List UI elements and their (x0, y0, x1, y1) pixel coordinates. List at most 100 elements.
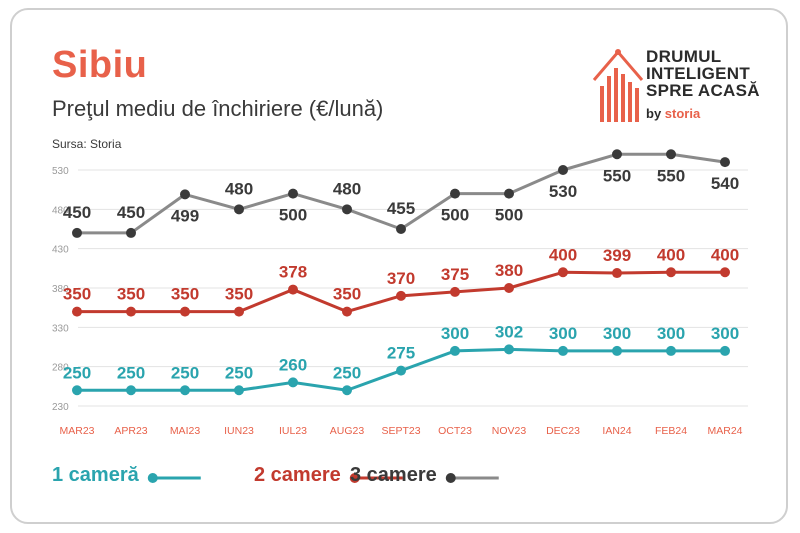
logo-line-3: SPRE ACASĂ (646, 81, 760, 100)
data-point (666, 345, 676, 356)
logo-by: by storia (646, 106, 700, 121)
data-point (666, 267, 676, 278)
data-point (612, 345, 622, 356)
y-tick-label: 480 (52, 205, 69, 216)
data-point (450, 188, 460, 199)
data-point (504, 188, 514, 199)
data-point (504, 283, 514, 293)
data-point (288, 377, 298, 388)
logo-line-2: INTELIGENT (646, 64, 751, 83)
data-point (288, 284, 298, 295)
x-tick-label: SEPT23 (381, 425, 420, 437)
data-label: 350 (63, 285, 91, 304)
data-label: 300 (603, 324, 631, 343)
data-point (72, 306, 82, 317)
data-point (342, 385, 352, 396)
data-point (558, 267, 568, 278)
x-tick-label: APR23 (114, 425, 147, 437)
logo-text: DRUMUL INTELIGENT SPRE ACASĂ (646, 48, 760, 99)
logo-by-word: by (646, 106, 662, 121)
data-point (450, 286, 460, 297)
chart-card (10, 8, 788, 524)
data-label: 375 (441, 265, 469, 284)
data-label: 530 (549, 182, 577, 201)
data-point (126, 227, 136, 238)
data-label: 400 (711, 245, 739, 264)
legend-label-3: 3 camere (350, 464, 437, 486)
data-point (126, 306, 136, 317)
chart-title: Sibiu (52, 44, 148, 86)
data-label: 350 (117, 285, 145, 304)
data-label: 300 (657, 324, 685, 343)
data-point (180, 189, 190, 200)
data-label: 500 (279, 206, 307, 225)
legend-label-2: 2 camere (254, 464, 341, 486)
legend-item-1: 1 cameră (52, 464, 139, 487)
x-tick-label: IAN24 (602, 425, 631, 437)
data-label: 450 (63, 203, 91, 222)
x-tick-label: OCT23 (438, 425, 472, 437)
data-point (720, 157, 730, 168)
data-label: 450 (117, 203, 145, 222)
data-label: 300 (441, 324, 469, 343)
x-tick-label: MAR23 (59, 425, 94, 437)
legend-item-3: 3 camere (350, 464, 437, 487)
x-tick-label: MAI23 (170, 425, 201, 437)
data-label: 250 (333, 363, 361, 382)
legend-item-2: 2 camere (254, 464, 341, 487)
house-chart-icon (592, 49, 644, 122)
data-point (720, 345, 730, 356)
data-point (72, 385, 82, 396)
data-point (234, 306, 244, 317)
data-label: 480 (225, 179, 253, 198)
data-label: 300 (711, 324, 739, 343)
data-point (180, 385, 190, 396)
data-point (720, 267, 730, 278)
data-point (612, 149, 622, 160)
data-label: 350 (225, 285, 253, 304)
x-tick-label: IUL23 (279, 425, 307, 437)
data-point (666, 149, 676, 160)
data-label: 250 (117, 363, 145, 382)
legend-label-1: 1 cameră (52, 464, 139, 486)
data-label: 300 (549, 324, 577, 343)
data-point (126, 385, 136, 396)
data-label: 250 (63, 363, 91, 382)
y-tick-label: 280 (52, 363, 69, 374)
data-label: 350 (333, 285, 361, 304)
data-point (612, 268, 622, 279)
data-point (396, 224, 406, 234)
x-tick-label: MAR24 (707, 425, 742, 437)
data-point (342, 306, 352, 317)
data-point (72, 227, 82, 238)
data-point (342, 204, 352, 215)
y-tick-label: 330 (52, 323, 69, 334)
data-label: 480 (333, 179, 361, 198)
x-tick-label: IUN23 (224, 425, 254, 437)
data-point (288, 188, 298, 199)
legend-marker-1 (147, 473, 158, 483)
data-label: 400 (549, 245, 577, 264)
data-label: 350 (171, 285, 199, 304)
data-point (558, 165, 568, 175)
data-label: 250 (171, 363, 199, 382)
data-label: 250 (225, 363, 253, 382)
data-label: 550 (657, 166, 685, 185)
data-label: 275 (387, 344, 415, 363)
data-point (558, 345, 568, 356)
storia-logo: DRUMUL INTELIGENT SPRE ACASĂ by storia (592, 42, 762, 128)
y-tick-label: 430 (52, 245, 69, 256)
legend-marker-2 (349, 473, 360, 483)
y-tick-label: 230 (52, 402, 69, 413)
data-label: 302 (495, 322, 523, 341)
data-label: 370 (387, 269, 415, 288)
data-point (396, 365, 406, 376)
logo-line-1: DRUMUL (646, 47, 722, 66)
y-tick-label: 530 (52, 166, 69, 177)
data-label: 500 (441, 206, 469, 225)
data-label: 400 (657, 245, 685, 264)
y-tick-label: 380 (52, 284, 69, 295)
data-point (234, 204, 244, 215)
chart-subtitle: Preţul mediu de închiriere (€/lună) (52, 96, 384, 121)
